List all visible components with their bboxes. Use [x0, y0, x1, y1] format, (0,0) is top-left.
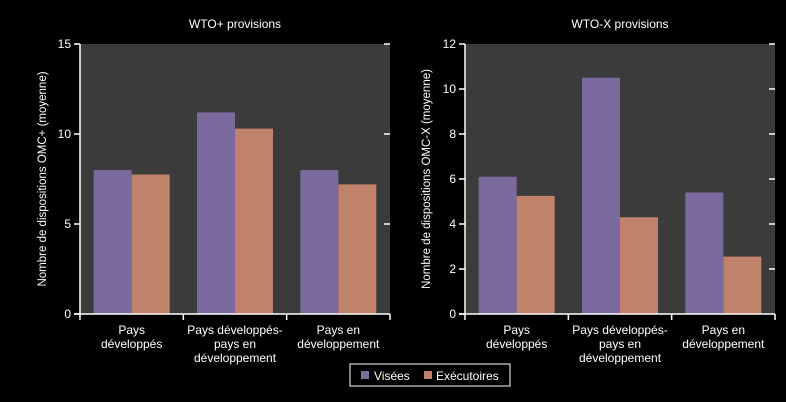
- legend-swatch-executoires: [424, 371, 432, 379]
- legend: Visées Exécutoires: [349, 363, 511, 387]
- chart-panel-wto-x: WTO-X provisions Nombre de dispositions …: [421, 17, 776, 365]
- y-tick-label: 5: [64, 217, 71, 231]
- bar-visees-1: [197, 112, 235, 315]
- x-tick-label: Pays développés-pays en développement: [572, 323, 667, 365]
- y-axis-label: Nombre de dispositions OMC+ (moyenne): [37, 71, 49, 286]
- bar-executoires-0: [131, 174, 170, 314]
- legend-label-executoires: Exécutoires: [436, 369, 499, 383]
- y-tick-label: 10: [443, 82, 457, 96]
- bars: [93, 112, 377, 315]
- x-tick-label: Pays en développement: [682, 323, 765, 351]
- y-axis-label: Nombre de dispositions OMC-X (moyenne): [421, 69, 433, 289]
- y-tick-label: 8: [449, 127, 456, 141]
- legend-label-visees: Visées: [374, 369, 410, 383]
- chart-panel-wto-plus: WTO+ provisions Nombre de dispositions O…: [37, 17, 391, 365]
- y-tick-label: 15: [58, 37, 72, 51]
- y-tick-label: 6: [449, 172, 456, 186]
- y-tick-label: 2: [449, 262, 456, 276]
- bar-visees-0: [478, 176, 517, 314]
- y-tick-label: 4: [449, 217, 456, 231]
- x-ticks: Pays développés Pays développés-pays en dév…: [464, 314, 776, 365]
- chart-title: WTO+ provisions: [189, 17, 281, 31]
- x-ticks: Pays développés Pays développés-pays en dév…: [79, 314, 391, 365]
- bar-visees-2: [300, 170, 339, 314]
- bar-executoires-1: [620, 217, 658, 314]
- bar-visees-0: [93, 170, 132, 314]
- bars: [478, 77, 762, 314]
- legend-swatch-visees: [361, 371, 369, 379]
- axes: [74, 44, 390, 315]
- y-tick-label: 12: [443, 37, 457, 51]
- y-ticks: 0 5 10 15: [58, 37, 390, 321]
- y-tick-label: 0: [449, 307, 456, 321]
- bar-executoires-1: [235, 128, 273, 314]
- x-tick-label: Pays développés: [101, 323, 162, 351]
- chart-title: WTO-X provisions: [571, 17, 668, 31]
- bar-visees-1: [582, 77, 620, 314]
- bar-visees-2: [685, 192, 724, 314]
- y-tick-label: 10: [58, 127, 72, 141]
- x-tick-label: Pays développés-pays en développement: [187, 323, 282, 365]
- x-tick-label: Pays développés: [486, 323, 547, 351]
- y-tick-label: 0: [64, 307, 71, 321]
- bar-executoires-2: [723, 256, 762, 314]
- y-ticks: 0 2 4 6 8 10 12: [443, 37, 775, 321]
- bar-executoires-2: [338, 184, 377, 314]
- bar-executoires-0: [516, 195, 555, 314]
- x-tick-label: Pays en développement: [297, 323, 380, 351]
